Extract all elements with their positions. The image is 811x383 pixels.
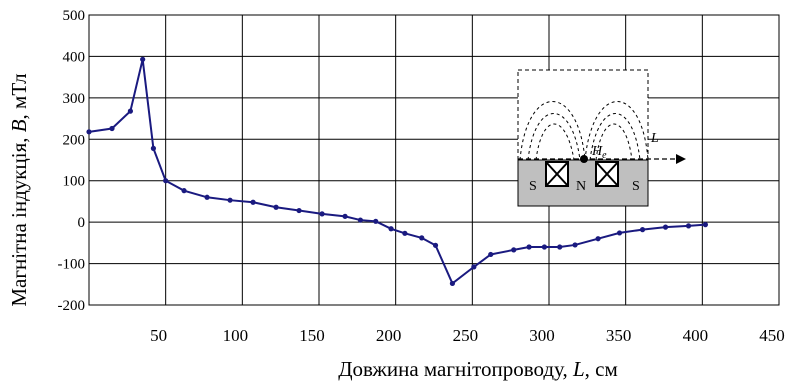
field-label: He [591,144,607,161]
data-point-0-19 [432,242,439,248]
x-tick-label-4: 250 [453,326,479,345]
data-point-0-0 [86,129,92,135]
x-tick-label-7: 400 [683,326,709,345]
field-line-right-outer [584,101,649,161]
x-axis-title: Довжина магнітопроводу, L, см [338,357,618,381]
x-tick-label-8: 450 [759,326,785,345]
data-point-0-33 [702,222,709,228]
data-point-0-5 [163,178,169,184]
y-tick-label-7: -200 [58,298,86,314]
y-tick-label-1: 400 [63,49,86,65]
data-point-0-13 [342,213,348,219]
data-point-0-10 [273,204,279,210]
data-point-0-1 [109,125,115,132]
grid-lines [89,14,780,306]
data-point-0-25 [541,244,548,250]
magnet-inset-diagram: S N S He L [517,69,686,207]
y-tick-label-0: 500 [63,8,86,24]
data-point-0-20 [449,280,455,287]
x-tick-labels: 50 100 150 200 250 300 350 400 450 [150,326,785,345]
data-point-0-16 [388,226,394,232]
x-tick-label-3: 200 [376,326,402,345]
data-point-0-7 [204,194,210,200]
data-point-0-15 [373,218,379,224]
data-point-0-32 [685,223,692,229]
field-line-right-inner [595,123,633,161]
data-point-0-27 [572,242,578,248]
y-tick-label-6: -100 [58,257,86,273]
series-line-0 [88,59,706,286]
data-point-0-22 [488,251,494,258]
field-line-left-inner [535,123,575,161]
field-line-left-outer [519,101,586,161]
y-tick-label-2: 300 [63,91,86,107]
y-tick-labels: 500 400 300 200 100 0 -100 -200 [58,8,86,314]
data-point-0-8 [227,197,233,203]
data-point-0-18 [419,235,425,241]
data-point-0-11 [296,207,302,214]
data-point-0-28 [595,236,601,242]
data-point-0-31 [662,224,669,230]
data-point-0-3 [140,56,146,62]
y-tick-label-3: 200 [63,132,86,148]
sensor-point [580,155,588,163]
plot-area-frame [88,14,780,306]
field-line-left-middle [527,113,581,161]
data-point-0-21 [471,264,477,270]
data-point-0-23 [511,247,517,253]
data-point-0-12 [319,211,325,217]
pole-right-label: S [632,179,640,194]
data-point-0-6 [181,188,187,194]
data-point-0-4 [150,145,156,151]
data-series [86,56,709,287]
x-tick-label-0: 50 [150,326,167,345]
data-point-0-24 [526,244,532,250]
magnet-body [517,159,649,207]
x-tick-label-1: 100 [223,326,249,345]
y-tick-label-4: 100 [63,174,86,190]
x-tick-label-2: 150 [299,326,325,345]
x-tick-label-5: 300 [529,326,555,345]
y-tick-label-5: 0 [78,215,86,231]
axis-l-label: L [650,131,659,146]
x-tick-label-6: 350 [606,326,632,345]
measurement-axis-arrow [676,154,686,164]
data-point-0-14 [357,217,363,223]
pole-center-label: N [576,179,586,194]
data-point-0-17 [402,230,408,236]
data-point-0-26 [557,244,563,250]
field-line-right-middle [589,113,641,161]
data-point-0-9 [250,199,256,205]
inset-dashed-boundary [517,69,649,161]
data-point-0-2 [127,108,133,114]
y-axis-title: Магнітна індукція, B, мТл [7,73,31,306]
pole-left-label: S [529,179,537,194]
data-point-0-30 [639,227,646,233]
data-point-0-29 [616,230,623,236]
